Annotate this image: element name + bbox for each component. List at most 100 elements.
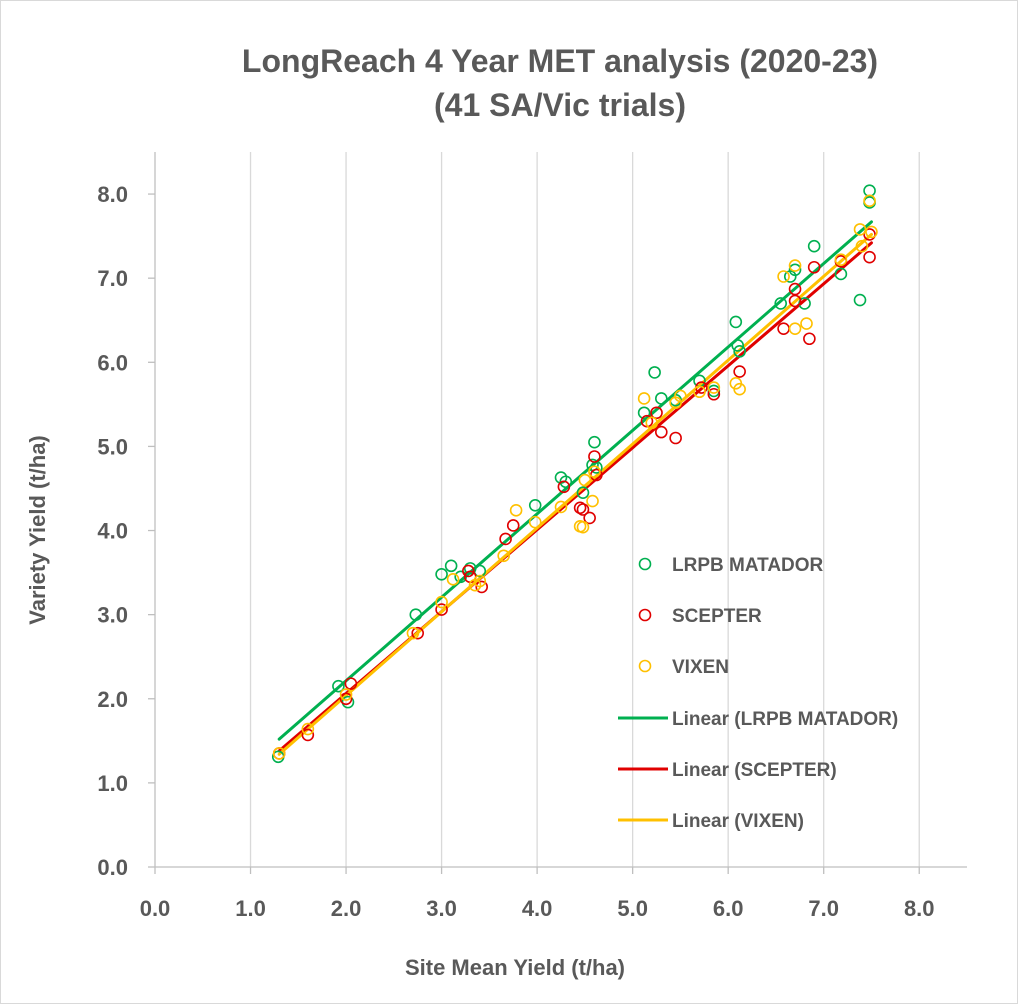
data-point-scepter — [733, 365, 746, 378]
y-tick-label: 2.0 — [97, 687, 128, 712]
data-point-lrpb-matador — [733, 345, 746, 358]
legend-label-trend-lrpb-matador: Linear (LRPB MATADOR) — [672, 709, 898, 730]
data-point-scepter — [807, 260, 821, 274]
tick-labels: 0.0 1.0 2.0 3.0 4.0 5.0 6.0 7.0 8.0 0.0 1.0 2.0 3.0 4… — [97, 182, 934, 921]
x-tick-label: 1.0 — [235, 896, 266, 921]
data-point-vixen — [576, 520, 590, 534]
data-point-vixen — [863, 194, 876, 208]
data-point-vixen — [707, 381, 721, 394]
data-points — [271, 184, 878, 764]
data-point-vixen — [435, 595, 448, 609]
data-point-scepter — [863, 228, 876, 241]
y-tick-label: 7.0 — [97, 266, 128, 291]
data-point-scepter — [506, 519, 520, 532]
data-point-vixen — [554, 500, 568, 514]
data-point-vixen — [446, 573, 460, 586]
data-point-vixen — [645, 416, 659, 430]
data-point-lrpb-matador — [435, 567, 448, 581]
y-tick-label: 5.0 — [97, 434, 128, 459]
data-point-scepter — [583, 511, 596, 525]
legend-label-lrpb-matador: LRPB MATADOR — [672, 555, 824, 576]
legend-label-trend-vixen: Linear (VIXEN) — [672, 811, 804, 832]
data-point-lrpb-matador — [332, 679, 345, 693]
data-point-vixen — [777, 270, 790, 283]
y-tick-label: 0.0 — [97, 855, 128, 880]
data-point-vixen — [528, 515, 542, 529]
data-point-vixen — [800, 317, 813, 330]
data-point-lrpb-matador — [774, 297, 788, 310]
data-point-lrpb-matador — [637, 406, 651, 420]
chart-title-line-2: (41 SA/Vic trials) — [434, 87, 686, 123]
x-axis-label: Site Mean Yield (t/ha) — [405, 955, 625, 980]
data-point-scepter — [863, 250, 876, 264]
legend-marker-lrpb-matador — [638, 557, 652, 571]
data-point-vixen — [853, 223, 867, 236]
data-point-scepter — [339, 692, 353, 706]
data-point-scepter — [655, 425, 668, 439]
legend-label-trend-scepter: Linear (SCEPTER) — [672, 760, 837, 781]
data-point-vixen — [272, 747, 286, 760]
data-point-lrpb-matador — [655, 392, 668, 405]
data-point-scepter — [301, 728, 315, 742]
data-point-vixen — [473, 574, 487, 588]
data-point-lrpb-matador — [444, 559, 458, 573]
data-point-scepter — [788, 294, 802, 308]
data-point-vixen — [497, 549, 510, 563]
data-point-scepter — [435, 603, 448, 616]
x-tick-label: 5.0 — [617, 896, 648, 921]
data-point-lrpb-matador — [788, 263, 802, 277]
data-point-lrpb-matador — [731, 339, 745, 352]
data-point-vixen — [834, 253, 848, 266]
data-point-scepter — [576, 503, 590, 516]
data-point-scepter — [669, 431, 682, 445]
data-point-scepter — [499, 532, 512, 546]
data-point-vixen — [788, 322, 802, 335]
data-point-scepter — [411, 626, 425, 640]
legend-label-vixen: VIXEN — [672, 657, 729, 678]
data-point-scepter — [803, 332, 816, 346]
data-point-vixen — [339, 688, 353, 701]
data-point-lrpb-matador — [588, 435, 601, 449]
x-tick-label: 4.0 — [522, 896, 553, 921]
legend: LRPB MATADOR SCEPTER VIXEN Linear (LRPB MAT… — [618, 555, 898, 832]
data-point-lrpb-matador — [807, 239, 821, 253]
data-point-vixen — [301, 722, 315, 736]
chart-title: LongReach 4 Year MET analysis (2020-23) … — [242, 43, 878, 123]
data-point-scepter — [557, 480, 571, 494]
data-point-lrpb-matador — [729, 315, 743, 329]
legend-marker-scepter — [638, 608, 652, 622]
data-point-scepter — [588, 450, 601, 463]
data-point-scepter — [462, 564, 475, 578]
legend-label-scepter: SCEPTER — [672, 606, 762, 627]
x-tick-label: 6.0 — [713, 896, 744, 921]
data-point-lrpb-matador — [853, 293, 867, 307]
y-tick-label: 8.0 — [97, 182, 128, 207]
y-tick-label: 4.0 — [97, 519, 128, 544]
data-point-scepter — [344, 677, 358, 690]
data-point-vixen — [586, 494, 599, 508]
data-point-vixen — [406, 626, 420, 640]
y-axis-label: Variety Yield (t/ha) — [25, 435, 50, 625]
data-point-lrpb-matador — [834, 267, 848, 281]
x-tick-label: 7.0 — [808, 896, 839, 921]
data-point-vixen — [693, 385, 706, 399]
data-point-vixen — [788, 259, 802, 272]
x-tick-label: 2.0 — [331, 896, 362, 921]
data-point-vixen — [509, 504, 523, 517]
chart-title-line-1: LongReach 4 Year MET analysis (2020-23) — [242, 43, 878, 79]
y-tick-label: 1.0 — [97, 771, 128, 796]
x-tick-label: 0.0 — [140, 896, 171, 921]
data-point-vixen — [578, 473, 592, 487]
data-point-scepter — [777, 322, 790, 335]
gridlines — [249, 152, 920, 867]
data-point-vixen — [637, 392, 651, 405]
data-point-vixen — [733, 382, 746, 396]
data-point-vixen — [588, 465, 601, 478]
data-point-scepter — [707, 387, 721, 401]
data-point-lrpb-matador — [648, 366, 661, 379]
x-tick-label: 3.0 — [426, 896, 457, 921]
data-point-vixen — [865, 225, 878, 239]
trendlines — [277, 220, 873, 756]
data-point-lrpb-matador — [409, 608, 423, 621]
